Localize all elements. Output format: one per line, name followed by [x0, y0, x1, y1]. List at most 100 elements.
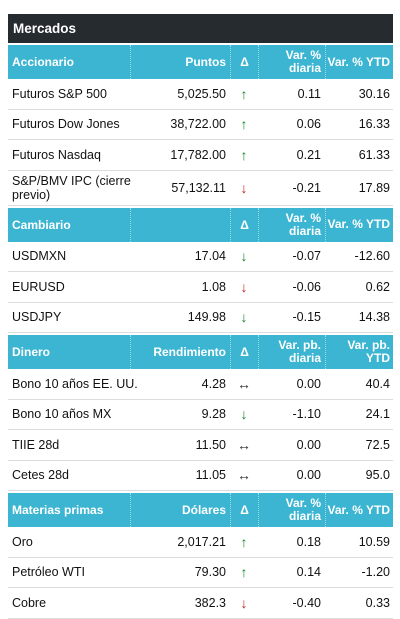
header-unit: [130, 207, 230, 242]
daily-change: 0.00: [296, 468, 321, 483]
daily-change: 0.18: [296, 534, 321, 549]
header-unit: Puntos: [130, 45, 230, 79]
instrument-value: 57,132.11: [171, 180, 226, 195]
ytd-change: 24.1: [365, 407, 390, 422]
instrument-value: 4.28: [201, 376, 226, 391]
trend-arrow-icon: ↓: [240, 248, 248, 265]
header-ytd: Var. % YTD: [325, 207, 393, 242]
table-row: S&P/BMV IPC (cierre previo) 57,132.11 ↓ -0.…: [8, 170, 393, 206]
instrument-name: Cetes 28d: [12, 468, 69, 483]
instrument-name: Oro: [12, 534, 33, 549]
header-delta: Δ: [230, 493, 258, 527]
header-category: Dinero: [12, 345, 51, 359]
instrument-name: USDJPY: [12, 310, 62, 325]
daily-change: 0.11: [297, 86, 321, 101]
daily-change: -0.15: [292, 310, 322, 325]
instrument-name: Bono 10 años MX: [12, 407, 112, 422]
table-row: USDJPY 149.98 ↓ -0.15 14.38: [8, 302, 393, 333]
instrument-value: 38,722.00: [170, 117, 226, 132]
instrument-value: 11.05: [195, 468, 226, 483]
daily-change: -0.07: [292, 249, 322, 264]
instrument-name: Bono 10 años EE. UU.: [12, 376, 138, 391]
trend-arrow-icon: ↑: [240, 564, 248, 581]
header-delta: Δ: [230, 335, 258, 369]
instrument-value: 1.08: [201, 279, 226, 294]
ytd-change: 16.33: [358, 117, 390, 132]
table-row: Petróleo WTI 79.30 ↑ 0.14 -1.20: [8, 557, 393, 588]
ytd-change: 95.0: [365, 468, 390, 483]
trend-arrow-icon: ↔: [237, 436, 251, 453]
section-header: Materias primas Dólares Δ Var. % diaria Var.…: [8, 491, 393, 527]
header-daily: Var. % diaria: [258, 493, 325, 527]
daily-change: 0.06: [296, 117, 321, 132]
header-ytd: Var. % YTD: [325, 45, 393, 79]
section-header: Accionario Puntos Δ Var. % diaria Var. % YTD: [8, 43, 393, 79]
table-row: Futuros Nasdaq 17,782.00 ↑ 0.21 61.33: [8, 140, 393, 171]
header-delta: Δ: [230, 45, 258, 79]
header-daily: Var. % diaria: [258, 45, 325, 79]
trend-arrow-icon: ↑: [240, 116, 248, 133]
table-row: Bono 10 años MX 9.28 ↓ -1.10 24.1: [8, 399, 393, 430]
daily-change: -1.10: [292, 407, 322, 422]
instrument-value: 9.28: [201, 407, 226, 422]
ytd-change: 30.16: [358, 86, 390, 101]
trend-arrow-icon: ↓: [240, 278, 248, 295]
instrument-value: 382.3: [194, 595, 226, 610]
trend-arrow-icon: ↔: [237, 467, 251, 484]
daily-change: -0.06: [292, 279, 322, 294]
daily-change: 0.21: [296, 147, 321, 162]
instrument-value: 149.98: [187, 310, 226, 325]
daily-change: 0.00: [296, 437, 321, 452]
ytd-change: -1.20: [361, 565, 391, 580]
trend-arrow-icon: ↔: [237, 375, 251, 392]
instrument-name: Futuros S&P 500: [12, 86, 107, 101]
header-daily: Var. % diaria: [258, 207, 325, 242]
section-header: Cambiario Δ Var. % diaria Var. % YTD: [8, 205, 393, 242]
markets-table: Mercados Accionario Puntos Δ Var. % diaria V…: [8, 14, 393, 619]
header-ytd: Var. pb. YTD: [325, 335, 393, 369]
instrument-value: 79.30: [194, 565, 226, 580]
table-row: USDMXN 17.04 ↓ -0.07 -12.60: [8, 241, 393, 272]
trend-arrow-icon: ↓: [240, 309, 248, 326]
instrument-name: TIIE 28d: [12, 437, 60, 452]
table-row: EURUSD 1.08 ↓ -0.06 0.62: [8, 272, 393, 303]
sections-container: Accionario Puntos Δ Var. % diaria Var. % YTD…: [8, 43, 393, 619]
instrument-name: Futuros Dow Jones: [12, 117, 120, 132]
header-unit: Rendimiento: [130, 335, 230, 369]
trend-arrow-icon: ↓: [240, 406, 248, 423]
instrument-name: Cobre: [12, 595, 47, 610]
instrument-name: USDMXN: [12, 249, 67, 264]
trend-arrow-icon: ↓: [240, 594, 248, 611]
table-row: Futuros Dow Jones 38,722.00 ↑ 0.06 16.33: [8, 109, 393, 140]
header-unit: Dólares: [130, 493, 230, 527]
trend-arrow-icon: ↑: [240, 85, 248, 102]
ytd-change: 61.33: [358, 147, 390, 162]
ytd-change: 17.89: [358, 180, 390, 195]
header-ytd: Var. % YTD: [325, 493, 393, 527]
instrument-value: 11.50: [195, 437, 226, 452]
table-row: Bono 10 años EE. UU. 4.28 ↔ 0.00 40.4: [8, 369, 393, 400]
daily-change: -0.40: [292, 595, 322, 610]
instrument-value: 17,782.00: [170, 147, 226, 162]
trend-arrow-icon: ↓: [240, 179, 248, 196]
ytd-change: 0.62: [365, 279, 390, 294]
instrument-value: 17.04: [194, 249, 226, 264]
instrument-name: Futuros Nasdaq: [12, 147, 101, 162]
instrument-name: S&P/BMV IPC (cierre previo): [12, 173, 131, 202]
header-delta: Δ: [230, 207, 258, 242]
header-category: Materias primas: [12, 503, 104, 517]
table-row: Oro 2,017.21 ↑ 0.18 10.59: [8, 527, 393, 558]
instrument-value: 5,025.50: [177, 86, 226, 101]
table-title: Mercados: [8, 14, 393, 43]
ytd-change: 14.38: [358, 310, 390, 325]
instrument-value: 2,017.21: [177, 534, 226, 549]
header-category: Accionario: [12, 55, 75, 69]
trend-arrow-icon: ↑: [240, 533, 248, 550]
ytd-change: 10.59: [358, 534, 390, 549]
ytd-change: 72.5: [365, 437, 390, 452]
instrument-name: Petróleo WTI: [12, 565, 85, 580]
header-category: Cambiario: [12, 217, 71, 232]
ytd-change: -12.60: [354, 249, 390, 264]
ytd-change: 40.4: [365, 376, 390, 391]
daily-change: 0.14: [296, 565, 321, 580]
